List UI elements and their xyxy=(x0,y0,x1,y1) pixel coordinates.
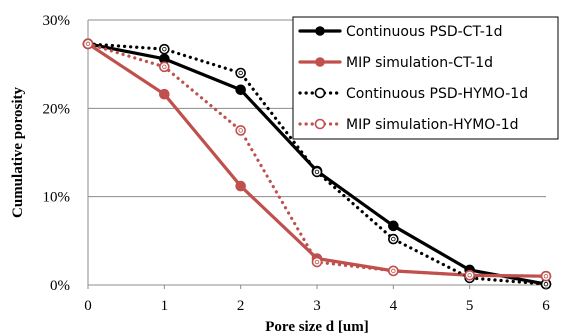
legend-box xyxy=(292,16,559,140)
y-tick-label: 20% xyxy=(43,101,71,117)
x-axis-title: Pore size d [um] xyxy=(265,319,368,335)
data-point xyxy=(388,233,399,245)
legend-label: MIP simulation-CT-1d xyxy=(346,55,493,71)
data-point xyxy=(311,166,323,178)
x-tick-label: 2 xyxy=(237,298,245,314)
data-point xyxy=(159,43,170,55)
data-point xyxy=(235,125,246,136)
data-point xyxy=(235,67,246,79)
x-tick-label: 3 xyxy=(313,298,321,314)
legend-swatch-marker xyxy=(314,118,326,130)
series-layer xyxy=(82,38,552,290)
data-point xyxy=(311,256,323,268)
x-tick-label: 1 xyxy=(161,298,169,314)
y-tick-label: 10% xyxy=(43,190,71,206)
data-point-inner xyxy=(238,128,243,133)
data-point-inner xyxy=(162,46,167,52)
data-point-inner xyxy=(314,259,320,265)
data-point xyxy=(235,180,246,192)
legend-label: Continuous PSD-HYMO-1d xyxy=(346,86,528,102)
data-point xyxy=(235,84,246,96)
series-4 xyxy=(82,38,552,282)
legend-swatch-marker xyxy=(315,26,325,36)
y-tick-label: 0% xyxy=(50,278,70,294)
data-point-inner xyxy=(391,236,396,242)
legend-label: MIP simulation-HYMO-1d xyxy=(346,117,519,133)
legend-item: Continuous PSD-CT-1d xyxy=(298,24,503,40)
legend-label: Continuous PSD-CT-1d xyxy=(346,24,503,40)
x-tick-label: 4 xyxy=(390,298,398,314)
data-point-inner xyxy=(162,64,167,70)
data-point xyxy=(464,269,475,281)
data-point xyxy=(159,88,170,100)
data-point-inner xyxy=(543,273,549,279)
data-point-inner xyxy=(238,70,243,76)
x-tick-label: 5 xyxy=(466,298,474,314)
x-tick-label: 6 xyxy=(542,298,550,314)
legend-item: MIP simulation-CT-1d xyxy=(298,55,493,71)
y-tick-label: 30% xyxy=(43,13,71,29)
data-point xyxy=(159,61,170,73)
y-axis-title: Cumulative porosity xyxy=(10,87,26,218)
legend-item: MIP simulation-HYMO-1d xyxy=(298,117,519,133)
data-point xyxy=(540,270,552,282)
legend-swatch-marker xyxy=(314,87,326,99)
data-point-inner xyxy=(391,268,396,274)
legend-swatch-marker xyxy=(315,57,325,67)
data-point xyxy=(388,265,399,277)
legend: Continuous PSD-CT-1d MIP simulation-CT-1d… xyxy=(292,16,559,140)
data-point xyxy=(388,220,399,232)
data-point xyxy=(82,38,94,50)
tick-layer: 0% 10% 20% 30% 0 1 2 3 4 5 6 xyxy=(43,13,551,314)
legend-item: Continuous PSD-HYMO-1d xyxy=(298,86,528,102)
x-tick-label: 0 xyxy=(84,298,92,314)
data-point-inner xyxy=(85,41,91,47)
data-point-inner xyxy=(467,273,472,278)
data-point-inner xyxy=(314,169,320,175)
